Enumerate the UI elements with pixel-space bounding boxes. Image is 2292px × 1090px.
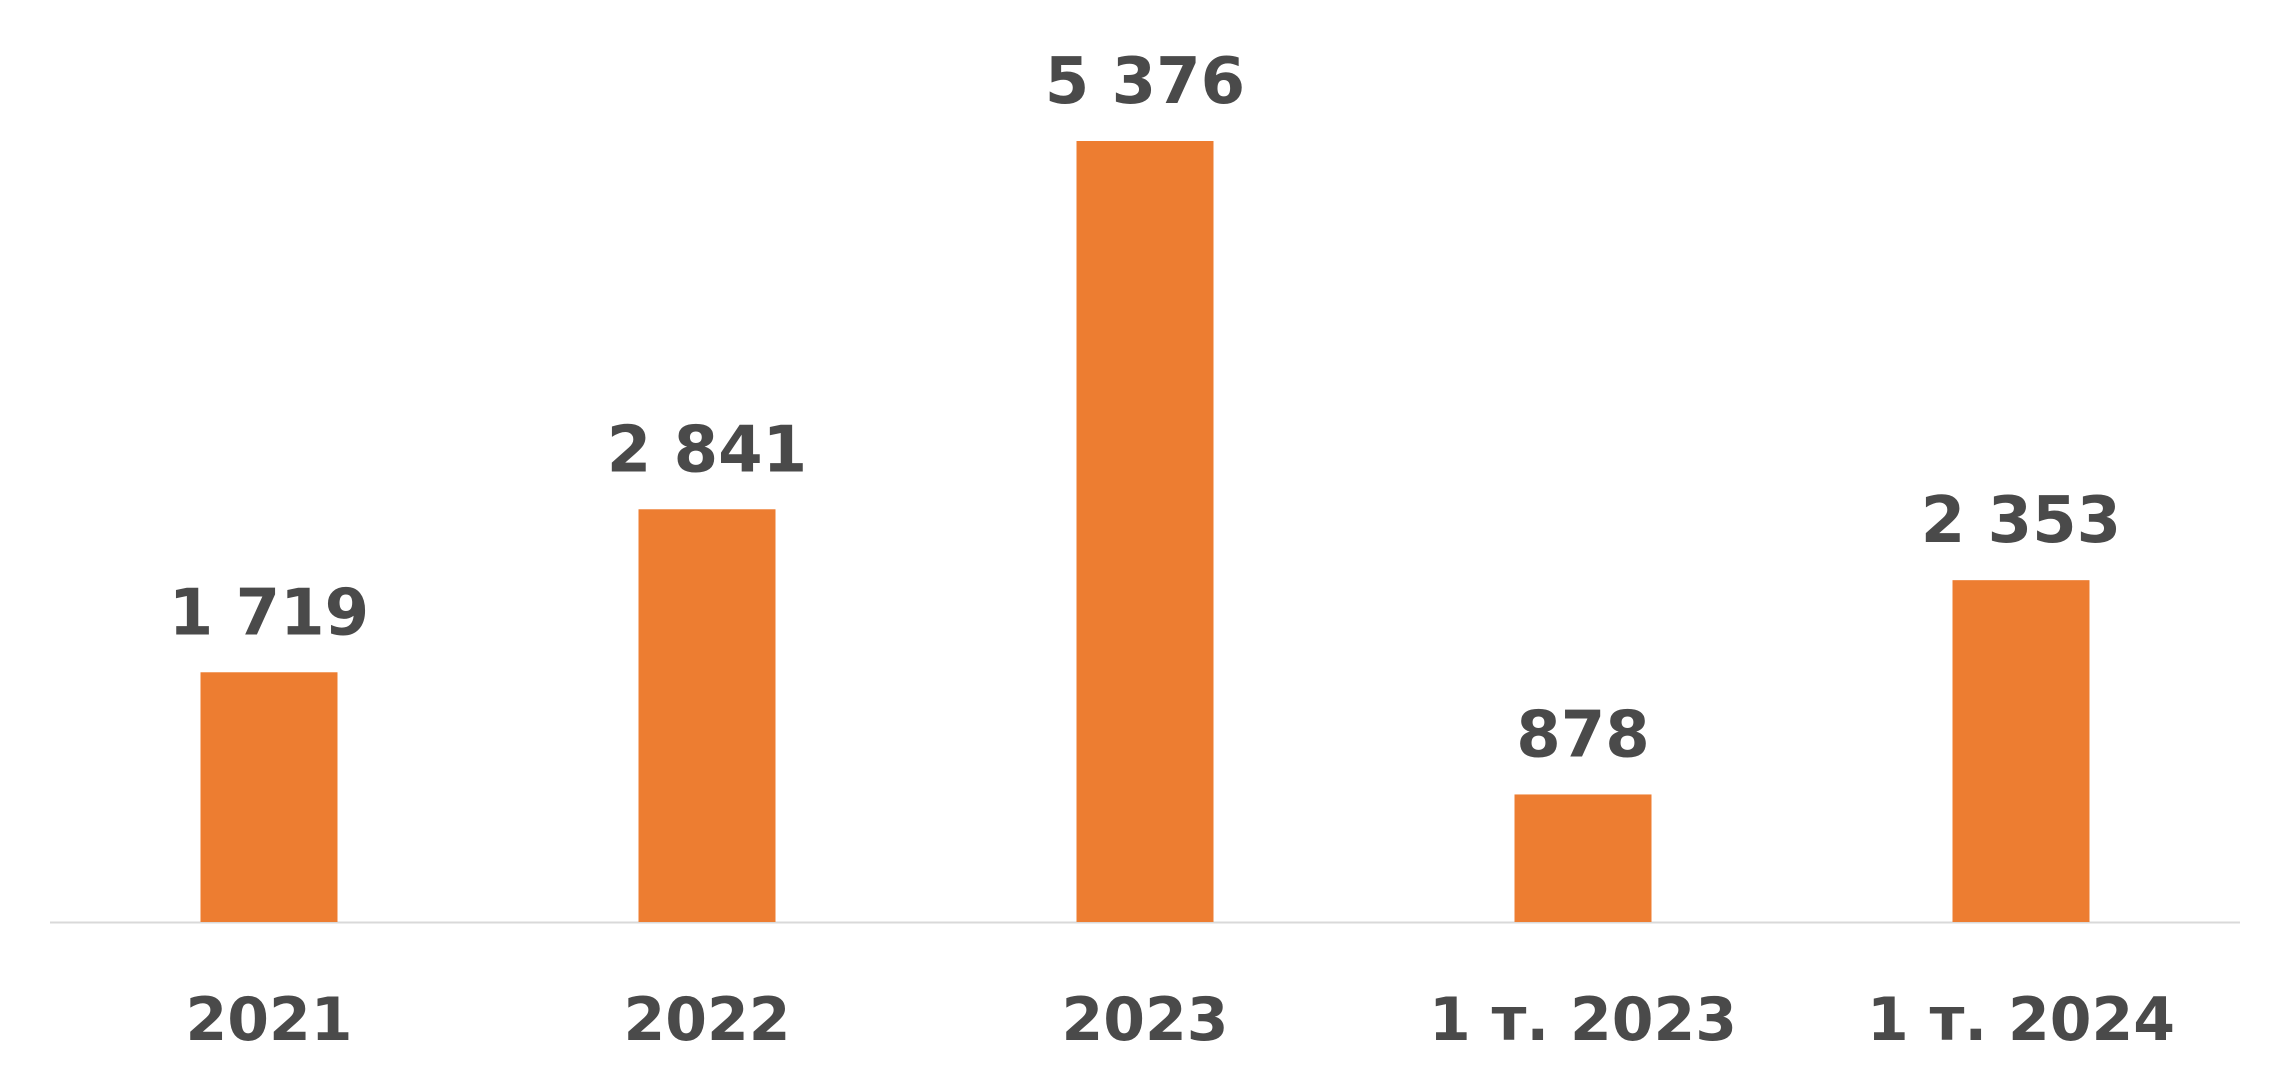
- category-label-2: 2022: [624, 985, 791, 1055]
- bar-value-label-2: 2 841: [607, 413, 807, 487]
- bar-value-label-1: 1 719: [169, 576, 369, 650]
- value-labels-group: 1 719 2 841 5 376 878 2 353: [169, 45, 2121, 772]
- category-label-3: 2023: [1062, 985, 1229, 1055]
- category-label-5: 1 т. 2024: [1867, 985, 2175, 1055]
- bar-value-label-3: 5 376: [1045, 45, 1245, 119]
- bar-4: [1514, 794, 1652, 922]
- category-labels-group: 2021 2022 2023 1 т. 2023 1 т. 2024: [186, 985, 2176, 1055]
- bar-5: [1952, 580, 2090, 922]
- category-label-1: 2021: [186, 985, 353, 1055]
- bar-1: [200, 672, 338, 922]
- bar-3: [1076, 141, 1214, 922]
- bars-group: [200, 141, 2090, 922]
- bar-2: [638, 509, 776, 922]
- bar-value-label-5: 2 353: [1921, 484, 2121, 558]
- category-label-4: 1 т. 2023: [1429, 985, 1737, 1055]
- bar-value-label-4: 878: [1516, 698, 1650, 772]
